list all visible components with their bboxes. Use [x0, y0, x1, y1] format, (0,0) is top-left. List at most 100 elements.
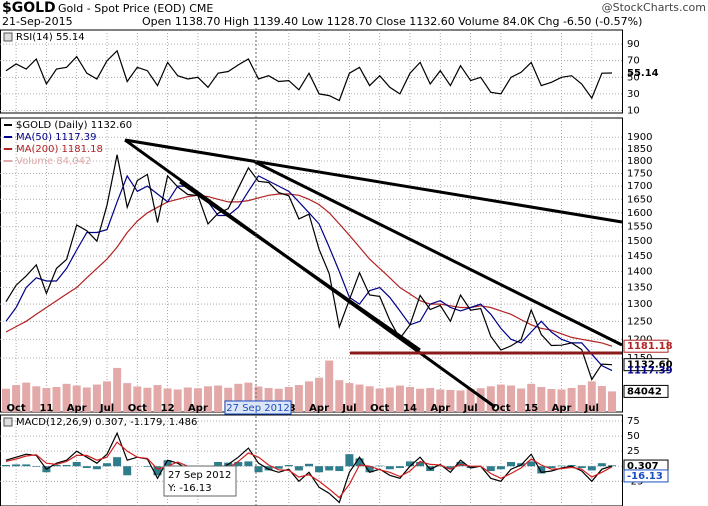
x-tick-label: Apr [552, 403, 572, 414]
volume-bar [305, 381, 313, 412]
volume-bar [244, 382, 253, 412]
volume-bar [183, 387, 192, 412]
x-tick-label: Apr [67, 403, 87, 414]
histogram-bar [385, 466, 394, 470]
value-label-box [623, 469, 669, 483]
histogram-bar [284, 465, 293, 467]
volume-bar [113, 367, 122, 412]
histogram-bar [537, 466, 546, 474]
histogram-bar [496, 466, 505, 470]
volume-bar [426, 387, 435, 412]
volume-bar [234, 383, 243, 412]
series-line [5, 441, 613, 499]
histogram-bar [416, 462, 425, 467]
volume-bar [153, 385, 162, 412]
y-tick-label: 50 [627, 72, 640, 83]
volume-bar [163, 388, 172, 412]
x-tick-label: 11 [39, 403, 53, 414]
value-label: 1132.60 [627, 360, 673, 371]
y-tick-label: 50 [627, 431, 640, 442]
axis-date: 27 Sep 2012 [226, 403, 289, 414]
series-line [5, 154, 613, 381]
volume-bar [365, 386, 374, 412]
histogram-bar [123, 466, 132, 476]
value-label: 1117.39 [627, 366, 673, 377]
volume-bar [173, 389, 182, 412]
panel-frame [0, 29, 623, 114]
volume-bar [82, 387, 91, 412]
histogram-bar [62, 465, 71, 467]
y-tick-label: 1650 [627, 194, 652, 205]
y-tick-label: 1450 [627, 251, 652, 262]
legend-icon [3, 32, 13, 42]
trendlines [124, 138, 623, 409]
volume-bar [507, 385, 515, 412]
volume-bar [52, 387, 61, 412]
histogram-bar [395, 466, 404, 469]
series-line [5, 49, 613, 102]
y-tick-label: 90 [627, 39, 640, 50]
y-tick-label: 1550 [627, 222, 652, 233]
histogram-bar [375, 465, 384, 467]
histogram-bar [163, 460, 172, 467]
histogram-bar [547, 466, 556, 469]
x-tick-label: 12 [161, 403, 175, 414]
volume-bar [143, 387, 152, 412]
volume-bar [294, 385, 303, 412]
volume-bar [547, 388, 556, 412]
y-tick-label: 1400 [627, 266, 652, 277]
histogram-bar [507, 462, 515, 467]
legend-entry: MA(50) 1117.39 [16, 132, 97, 143]
volume-bar [315, 377, 324, 412]
volume-bar [103, 381, 111, 412]
volume-bar [567, 387, 576, 412]
volume-bar [345, 383, 354, 412]
histogram-bar [234, 462, 243, 467]
histogram-bar [113, 457, 122, 467]
legend-entry: MA(200) 1181.18 [16, 144, 103, 155]
volume-bar [193, 388, 202, 412]
y-tick-label: 1250 [627, 316, 652, 327]
value-label: 0.307 [627, 461, 659, 472]
volume-bar [224, 387, 233, 412]
volume-bar [62, 383, 71, 412]
histogram-bar [335, 466, 344, 472]
histogram-bar [143, 466, 152, 467]
volume-bar [557, 389, 566, 412]
volume-bar [335, 380, 344, 412]
volume-bar [486, 386, 495, 412]
y-tick-label: 1600 [627, 208, 652, 219]
volume-bar [204, 386, 212, 412]
histogram-bar [557, 465, 566, 467]
value-label: 1181.18 [627, 341, 673, 352]
x-tick-label: Oct [491, 403, 510, 414]
volume-bar [416, 388, 425, 412]
histogram-bar [466, 466, 475, 469]
volume-bar [355, 384, 364, 412]
volume-bar [527, 383, 536, 412]
y-tick-label: 1300 [627, 299, 652, 310]
volume-bar [264, 387, 273, 412]
volume-bar [22, 382, 31, 412]
histogram-bar [82, 466, 91, 469]
histogram-bar [305, 463, 313, 467]
volume-bar [577, 385, 586, 412]
tooltip-value: Y: -16.13 [167, 483, 212, 494]
histogram-bar [527, 461, 536, 467]
volume-bar [284, 387, 293, 412]
series-line [5, 431, 613, 504]
histogram-bar [365, 466, 374, 473]
histogram-bar [2, 465, 10, 467]
volume-bar [123, 383, 132, 412]
y-tick-label: 75 [627, 416, 640, 427]
histogram-bar [486, 466, 495, 472]
symbol: $GOLD [2, 0, 56, 16]
series-line [5, 174, 613, 372]
histogram-bar [254, 466, 263, 473]
x-tick-label: Oct [128, 403, 147, 414]
volume-bar [476, 388, 485, 412]
value-label-box [623, 339, 669, 353]
y-tick-label: 1900 [627, 132, 652, 143]
x-tick-label: Jul [341, 403, 356, 414]
